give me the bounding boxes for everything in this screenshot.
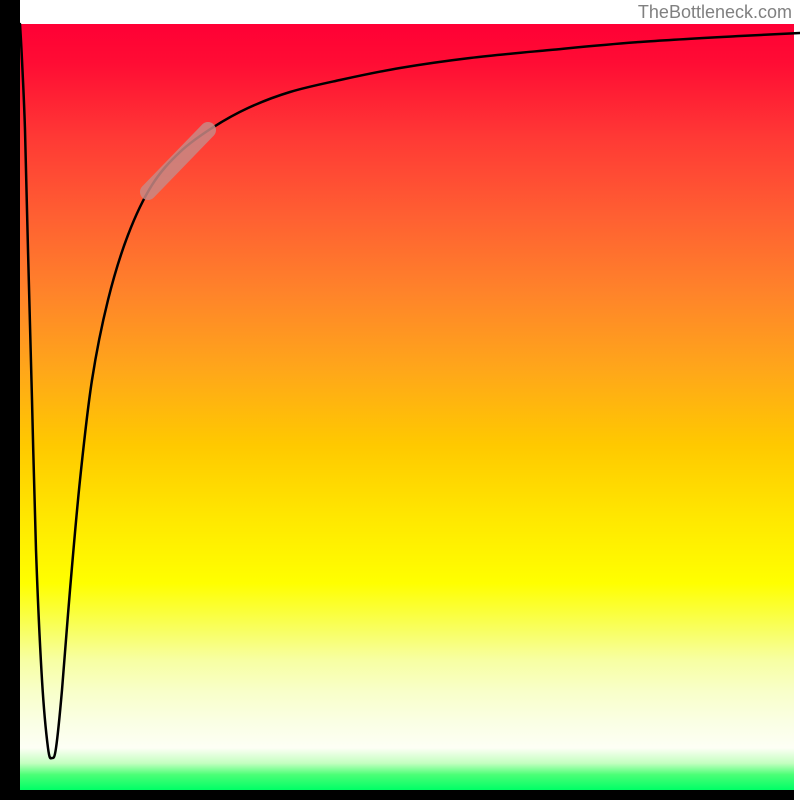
x-axis: [0, 790, 794, 800]
plot-background: [20, 24, 794, 790]
chart-container: TheBottleneck.com: [0, 0, 800, 800]
y-axis: [0, 0, 20, 800]
chart-svg: [0, 0, 800, 800]
right-margin: [794, 0, 800, 790]
watermark-text: TheBottleneck.com: [638, 2, 792, 23]
